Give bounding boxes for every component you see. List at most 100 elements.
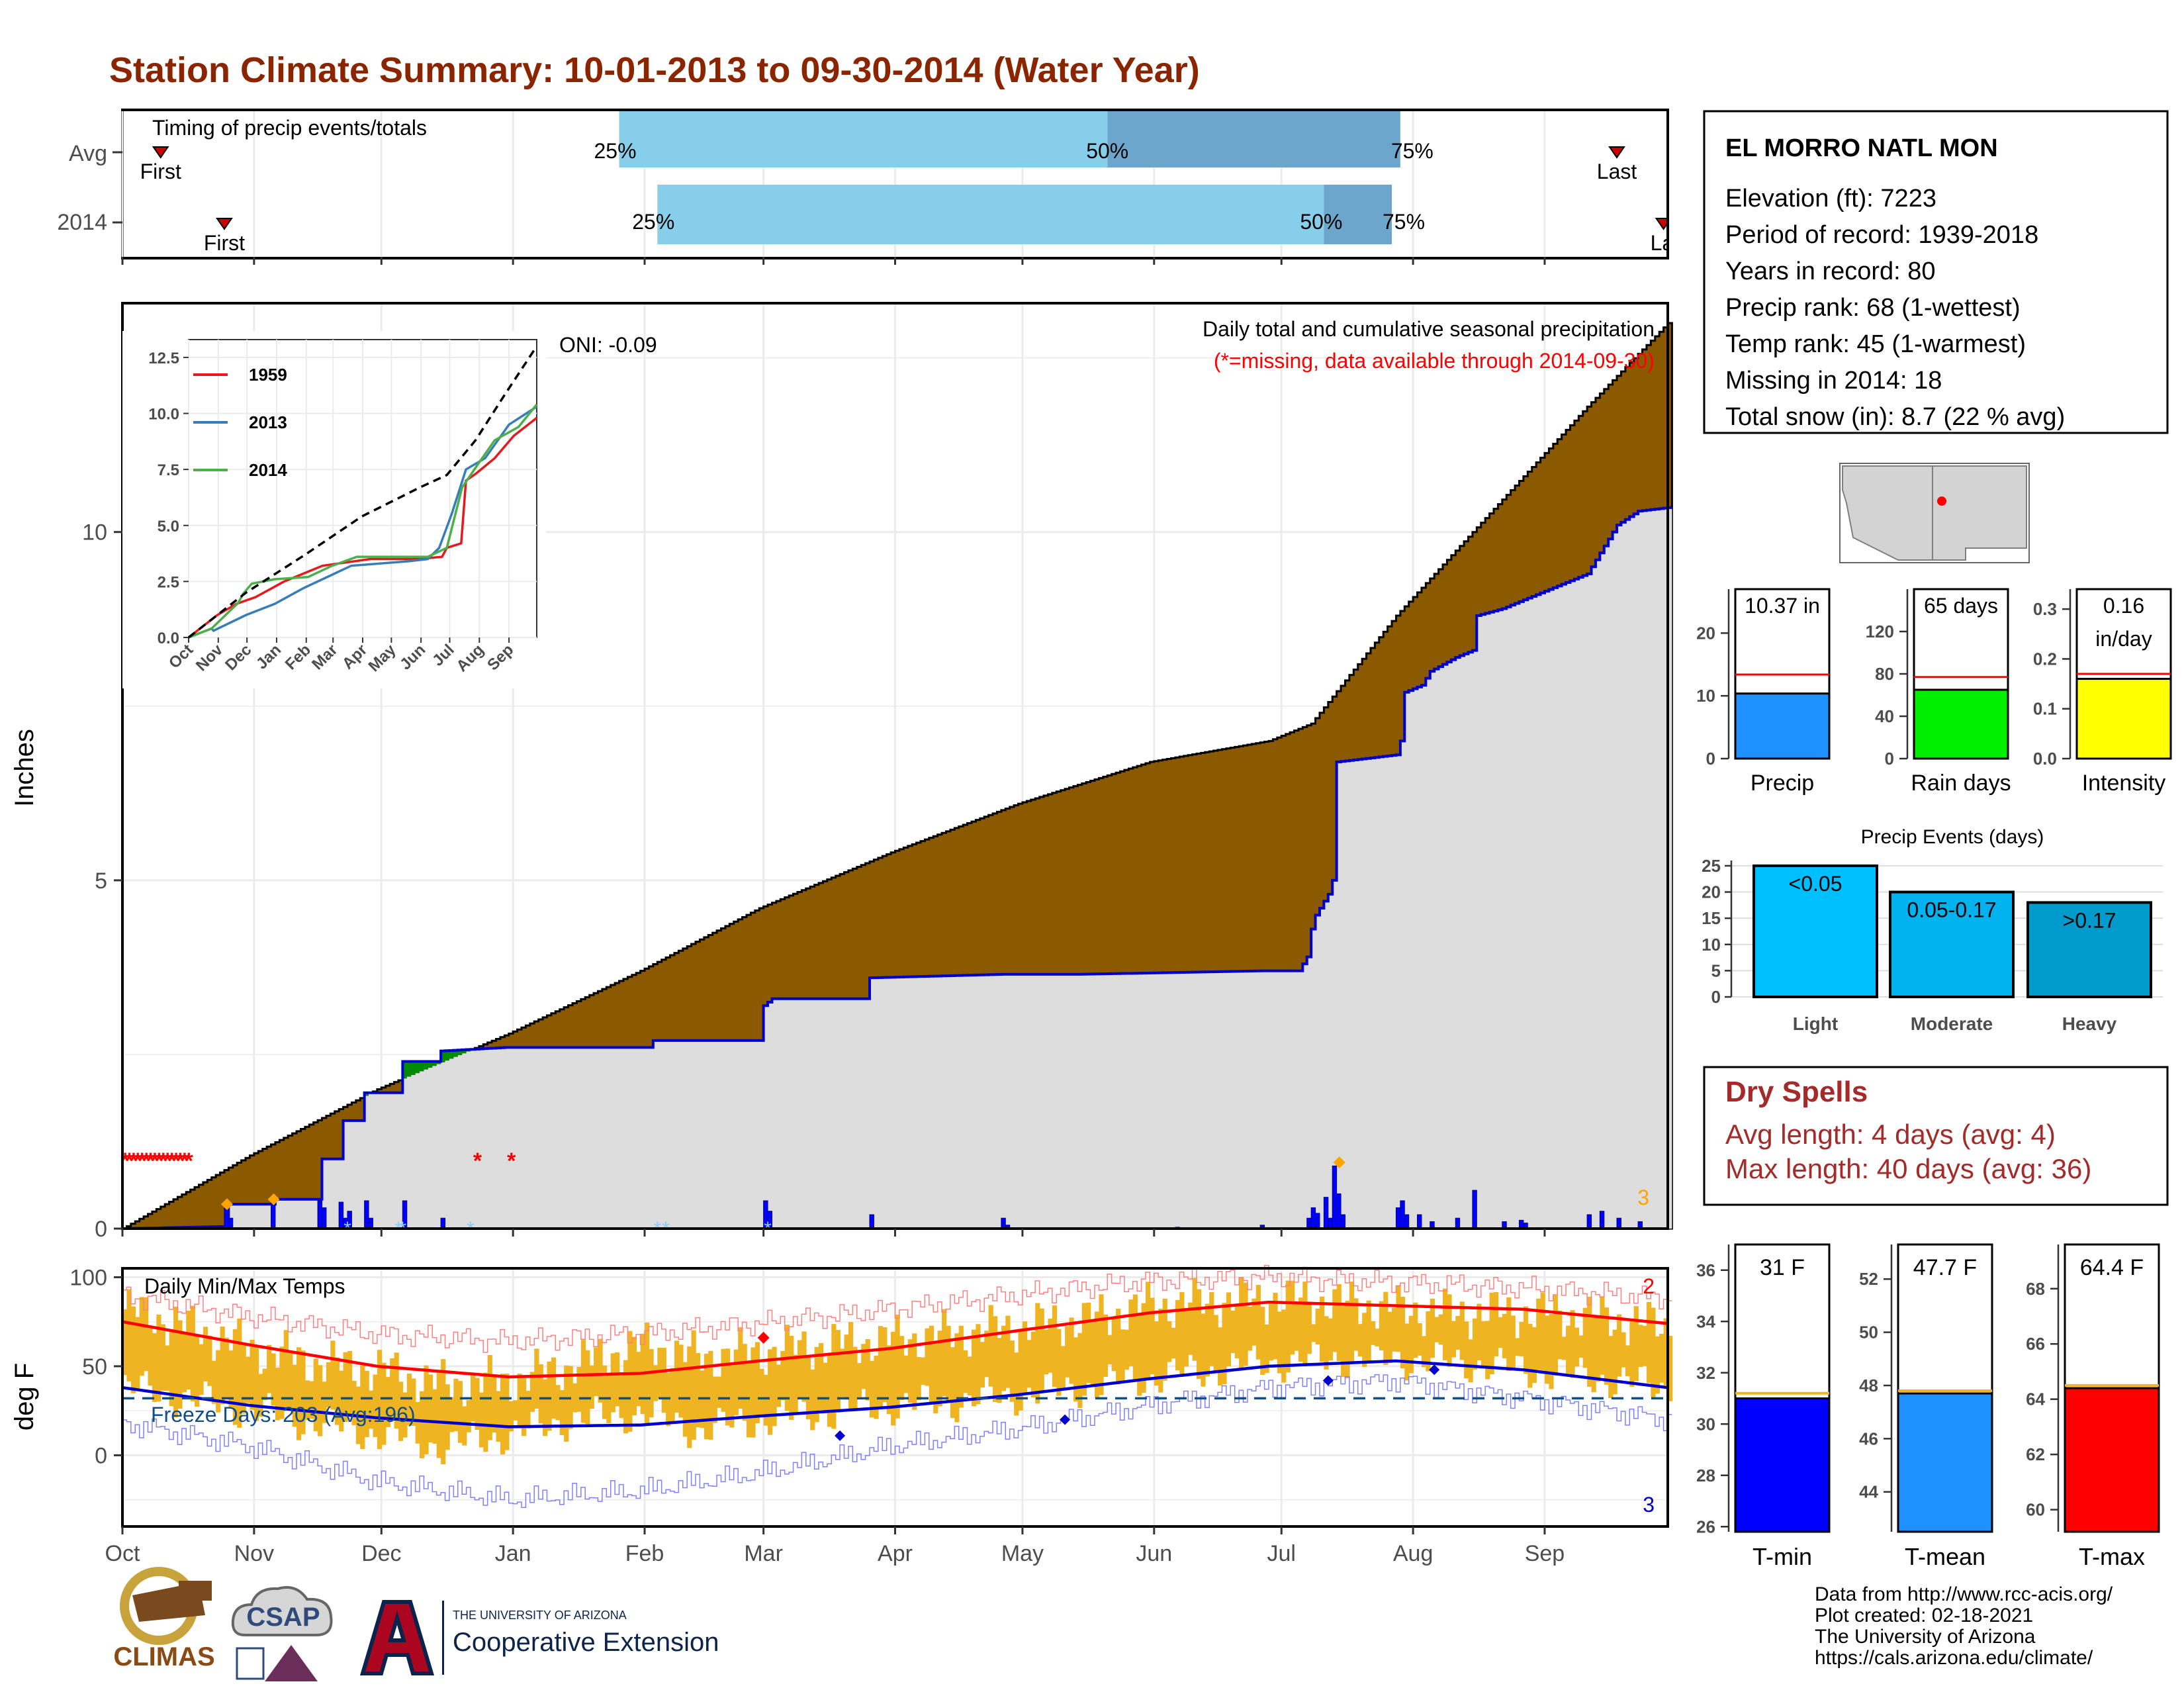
- daily-temp-bar: [177, 1320, 183, 1409]
- daily-temp-bar: [529, 1372, 535, 1412]
- daily-temp-bar: [1128, 1299, 1134, 1366]
- timing-label: Timing of precip events/totals: [152, 116, 427, 140]
- temp-bar-ytick-label: 34: [1696, 1311, 1715, 1331]
- daily-temp-bar: [1523, 1306, 1529, 1374]
- daily-temp-bar: [246, 1356, 251, 1403]
- daily-temp-bar: [1608, 1336, 1614, 1398]
- daily-temp-bar: [827, 1352, 833, 1427]
- daily-temp-bar: [1192, 1278, 1197, 1361]
- daily-temp-bar: [1188, 1302, 1193, 1355]
- summary-bar-ytick-label: 80: [1875, 664, 1894, 684]
- daily-temp-bar: [1502, 1313, 1508, 1358]
- inset-legend-label: 2014: [249, 460, 287, 480]
- daily-temp-bar: [784, 1325, 790, 1411]
- daily-temp-bar: [602, 1365, 608, 1419]
- daily-temp-bar: [1489, 1292, 1494, 1375]
- tmax-record-marker: [757, 1331, 770, 1344]
- daily-temp-bar: [130, 1306, 136, 1393]
- station-info: EL MORRO NATL MON Elevation (ft): 7223 P…: [1703, 110, 2169, 434]
- daily-temp-bar: [1052, 1305, 1058, 1387]
- daily-temp-bar: [1069, 1317, 1074, 1384]
- daily-temp-bar: [559, 1389, 565, 1435]
- daily-temp-bar: [1396, 1285, 1401, 1352]
- daily-temp-bar: [1408, 1315, 1414, 1374]
- timing-q50-label: 50%: [1300, 210, 1342, 234]
- daily-temp-bar: [1336, 1284, 1342, 1361]
- daily-temp-bar: [819, 1342, 824, 1411]
- daily-temp-bar: [1633, 1306, 1639, 1382]
- summary-bar-ytick-label: 10: [1696, 686, 1715, 706]
- missing-day-marker: *: [507, 1149, 516, 1174]
- event-bar-label: 0.05-0.17: [1907, 898, 1996, 922]
- station-line-5: Temp rank: 45 (1-warmest): [1725, 330, 2026, 358]
- daily-temp-bar: [1302, 1281, 1308, 1366]
- summary-bar-value: [2075, 678, 2172, 760]
- month-tick-label: Feb: [625, 1541, 664, 1566]
- daily-temp-bar: [1553, 1295, 1558, 1376]
- daily-temp-bar: [1485, 1321, 1490, 1380]
- ua-divider: [442, 1601, 444, 1675]
- heavy-event-marker: [1333, 1156, 1345, 1169]
- daily-temp-bar: [1392, 1307, 1397, 1352]
- daily-temp-bar: [475, 1378, 480, 1430]
- daily-temp-bar: [1137, 1313, 1142, 1396]
- temp-y-axis: 0 50 100: [69, 1265, 122, 1468]
- missing-day-marker: *: [142, 1149, 151, 1174]
- temp-panel-label: Daily Min/Max Temps: [144, 1274, 345, 1298]
- daily-temp-bar: [224, 1337, 230, 1397]
- daily-temp-bar: [525, 1391, 531, 1429]
- daily-temp-bar: [874, 1355, 879, 1419]
- daily-temp-bar: [1515, 1338, 1520, 1356]
- precip-areas: [122, 322, 1673, 1230]
- daily-temp-bar: [670, 1368, 675, 1423]
- daily-temp-bar: [878, 1326, 884, 1407]
- events-ytick-label: 25: [1702, 856, 1721, 876]
- month-tick-label: Jun: [1136, 1541, 1172, 1566]
- inset-legend-label: 1959: [249, 365, 287, 385]
- daily-temp-bar: [471, 1373, 476, 1422]
- daily-temp-bar: [453, 1378, 459, 1432]
- daily-precip-bar: [1455, 1217, 1461, 1229]
- daily-temp-bar: [1035, 1303, 1040, 1404]
- daily-temp-bar: [420, 1391, 425, 1458]
- inset-legend-label: 2013: [249, 412, 287, 432]
- temp-y-label: deg F: [10, 1363, 39, 1430]
- daily-temp-bar: [733, 1349, 739, 1415]
- summary-bar-value: [1913, 688, 2009, 760]
- daily-temp-bar: [1527, 1323, 1533, 1388]
- daily-temp-bar: [1132, 1294, 1138, 1381]
- tmax-avg-line: [122, 1300, 1668, 1379]
- daily-temp-bar: [793, 1354, 798, 1413]
- daily-temp-bar: [712, 1376, 717, 1423]
- daily-temp-bar: [610, 1353, 615, 1413]
- daily-temp-bar: [993, 1316, 998, 1403]
- daily-temp-bar: [653, 1365, 659, 1401]
- summary-bar-category-label: Intensity: [2082, 771, 2166, 796]
- month-tick-label: Dec: [361, 1541, 401, 1566]
- daily-temp-bar: [929, 1325, 934, 1403]
- daily-temp-bar: [517, 1374, 522, 1428]
- precip-ytick-label: 0: [95, 1217, 107, 1242]
- daily-temp-bar: [169, 1329, 174, 1407]
- inset-ytick-label: 7.5: [158, 461, 179, 479]
- summary-bars: 10.37 in 0 10 20 Precip 65 days 0 40 80 120 Rain d…: [1696, 588, 2172, 796]
- daily-temp-bar: [754, 1342, 760, 1424]
- events-ytick-label: 0: [1711, 987, 1721, 1007]
- tmax-record-count: 2: [1643, 1274, 1655, 1298]
- daily-temp-bar: [156, 1314, 161, 1402]
- daily-temp-bar: [334, 1357, 340, 1425]
- daily-temp-bar: [1039, 1308, 1044, 1392]
- event-bar-label: >0.17: [2063, 908, 2116, 932]
- dry-spells-frame: [1703, 1066, 2169, 1206]
- daily-temp-bar: [394, 1352, 399, 1429]
- daily-temp-bar: [1531, 1327, 1537, 1383]
- daily-temp-bar: [1668, 1335, 1673, 1401]
- events-ytick-label: 15: [1702, 908, 1721, 928]
- daily-temp-bar: [534, 1348, 539, 1409]
- daily-temp-bar: [1638, 1325, 1643, 1368]
- daily-temp-bar: [360, 1365, 365, 1450]
- csap-mountain-icon: [265, 1645, 318, 1681]
- csap-cloud-icon: [231, 1586, 333, 1636]
- daily-temp-bar: [152, 1333, 158, 1402]
- temp-panel: 0 50 100 deg F Daily Min/Max Temps Freeze …: [10, 1264, 1673, 1566]
